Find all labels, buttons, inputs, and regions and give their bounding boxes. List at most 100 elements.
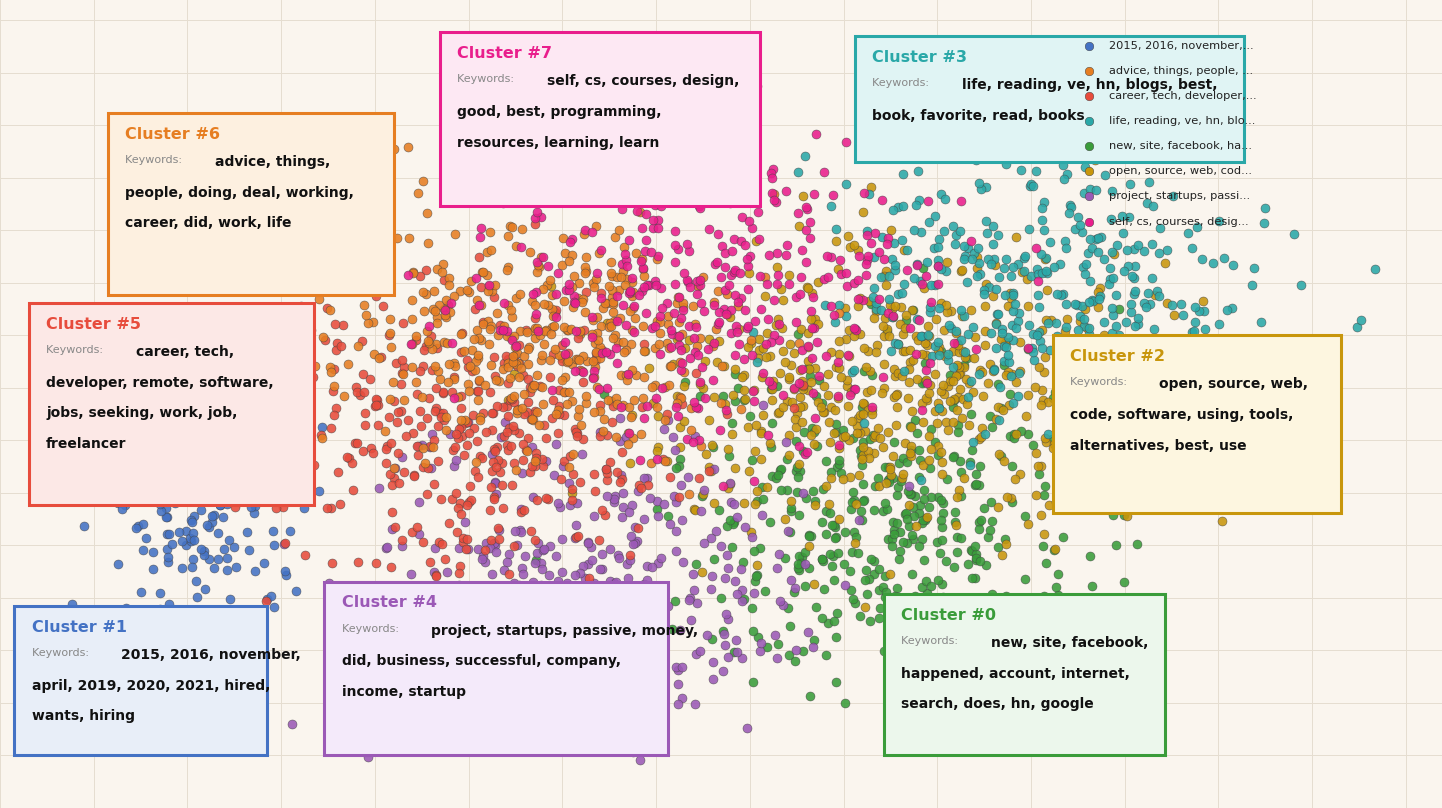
Point (934, 298, 957, 311)
Point (1034, 432, 1057, 445)
Point (381, 506, 404, 519)
Point (846, 546, 870, 559)
Point (503, 457, 526, 469)
Point (244, 459, 267, 472)
Point (784, 464, 808, 477)
Point (619, 456, 642, 469)
Point (1080, 579, 1103, 592)
Point (617, 427, 640, 440)
Point (913, 484, 936, 497)
Point (500, 221, 523, 234)
Point (1035, 284, 1058, 297)
Point (1064, 223, 1087, 236)
Point (159, 457, 182, 470)
Point (322, 385, 345, 398)
Point (1032, 489, 1056, 502)
Point (1079, 275, 1102, 288)
Point (668, 316, 691, 329)
Point (707, 195, 730, 208)
Point (771, 294, 795, 307)
Point (787, 458, 810, 471)
Point (743, 574, 766, 587)
Point (311, 431, 335, 444)
Point (962, 321, 985, 334)
Point (521, 524, 544, 537)
Point (669, 391, 692, 404)
Point (505, 464, 528, 477)
Point (733, 384, 756, 397)
Point (1076, 433, 1099, 446)
Point (746, 494, 769, 507)
Point (600, 269, 623, 282)
Point (434, 303, 457, 316)
Point (934, 265, 957, 278)
Point (549, 591, 572, 604)
Point (596, 297, 619, 309)
Point (782, 383, 805, 396)
Point (810, 552, 833, 565)
Point (939, 305, 962, 318)
Point (932, 378, 955, 391)
Point (797, 529, 820, 542)
Point (167, 526, 190, 539)
Point (600, 284, 623, 297)
Point (381, 652, 404, 665)
Point (1044, 542, 1067, 555)
Point (880, 468, 903, 481)
Point (950, 411, 973, 424)
Point (949, 383, 972, 396)
Point (981, 515, 1004, 528)
Point (919, 378, 942, 391)
Point (1030, 267, 1053, 280)
Point (722, 288, 746, 301)
Point (1034, 480, 1057, 493)
Point (965, 262, 988, 275)
Point (1031, 540, 1054, 553)
Point (979, 326, 1002, 339)
Point (744, 498, 767, 511)
Point (1193, 305, 1216, 318)
Point (945, 325, 968, 338)
Point (640, 246, 663, 259)
Point (1092, 316, 1115, 329)
Point (198, 520, 221, 533)
Point (766, 652, 789, 665)
Point (1004, 322, 1027, 335)
Point (943, 449, 966, 462)
Point (326, 466, 349, 479)
Point (1025, 328, 1048, 341)
Point (799, 530, 822, 543)
Point (983, 598, 1007, 611)
Point (748, 424, 771, 437)
Point (972, 288, 995, 301)
Point (835, 266, 858, 279)
Point (945, 327, 968, 340)
Point (421, 343, 444, 356)
Point (819, 250, 842, 263)
Point (596, 381, 619, 394)
Point (802, 291, 825, 304)
Point (679, 613, 702, 626)
Point (620, 595, 643, 608)
Point (610, 202, 633, 215)
Point (590, 547, 613, 560)
Point (1066, 725, 1089, 738)
Point (972, 389, 995, 402)
Point (356, 750, 379, 763)
Point (859, 614, 883, 627)
Point (1123, 271, 1146, 284)
Point (479, 533, 502, 546)
Point (565, 325, 588, 338)
Point (613, 660, 636, 673)
Point (601, 399, 624, 412)
Point (666, 291, 689, 304)
Point (193, 484, 216, 497)
Point (672, 415, 695, 427)
Point (688, 472, 711, 485)
Point (1071, 353, 1094, 366)
Point (796, 281, 819, 294)
Point (206, 459, 229, 472)
Point (620, 271, 643, 284)
Point (509, 287, 532, 300)
Text: self, cs, courses, design,: self, cs, courses, design, (547, 74, 738, 88)
